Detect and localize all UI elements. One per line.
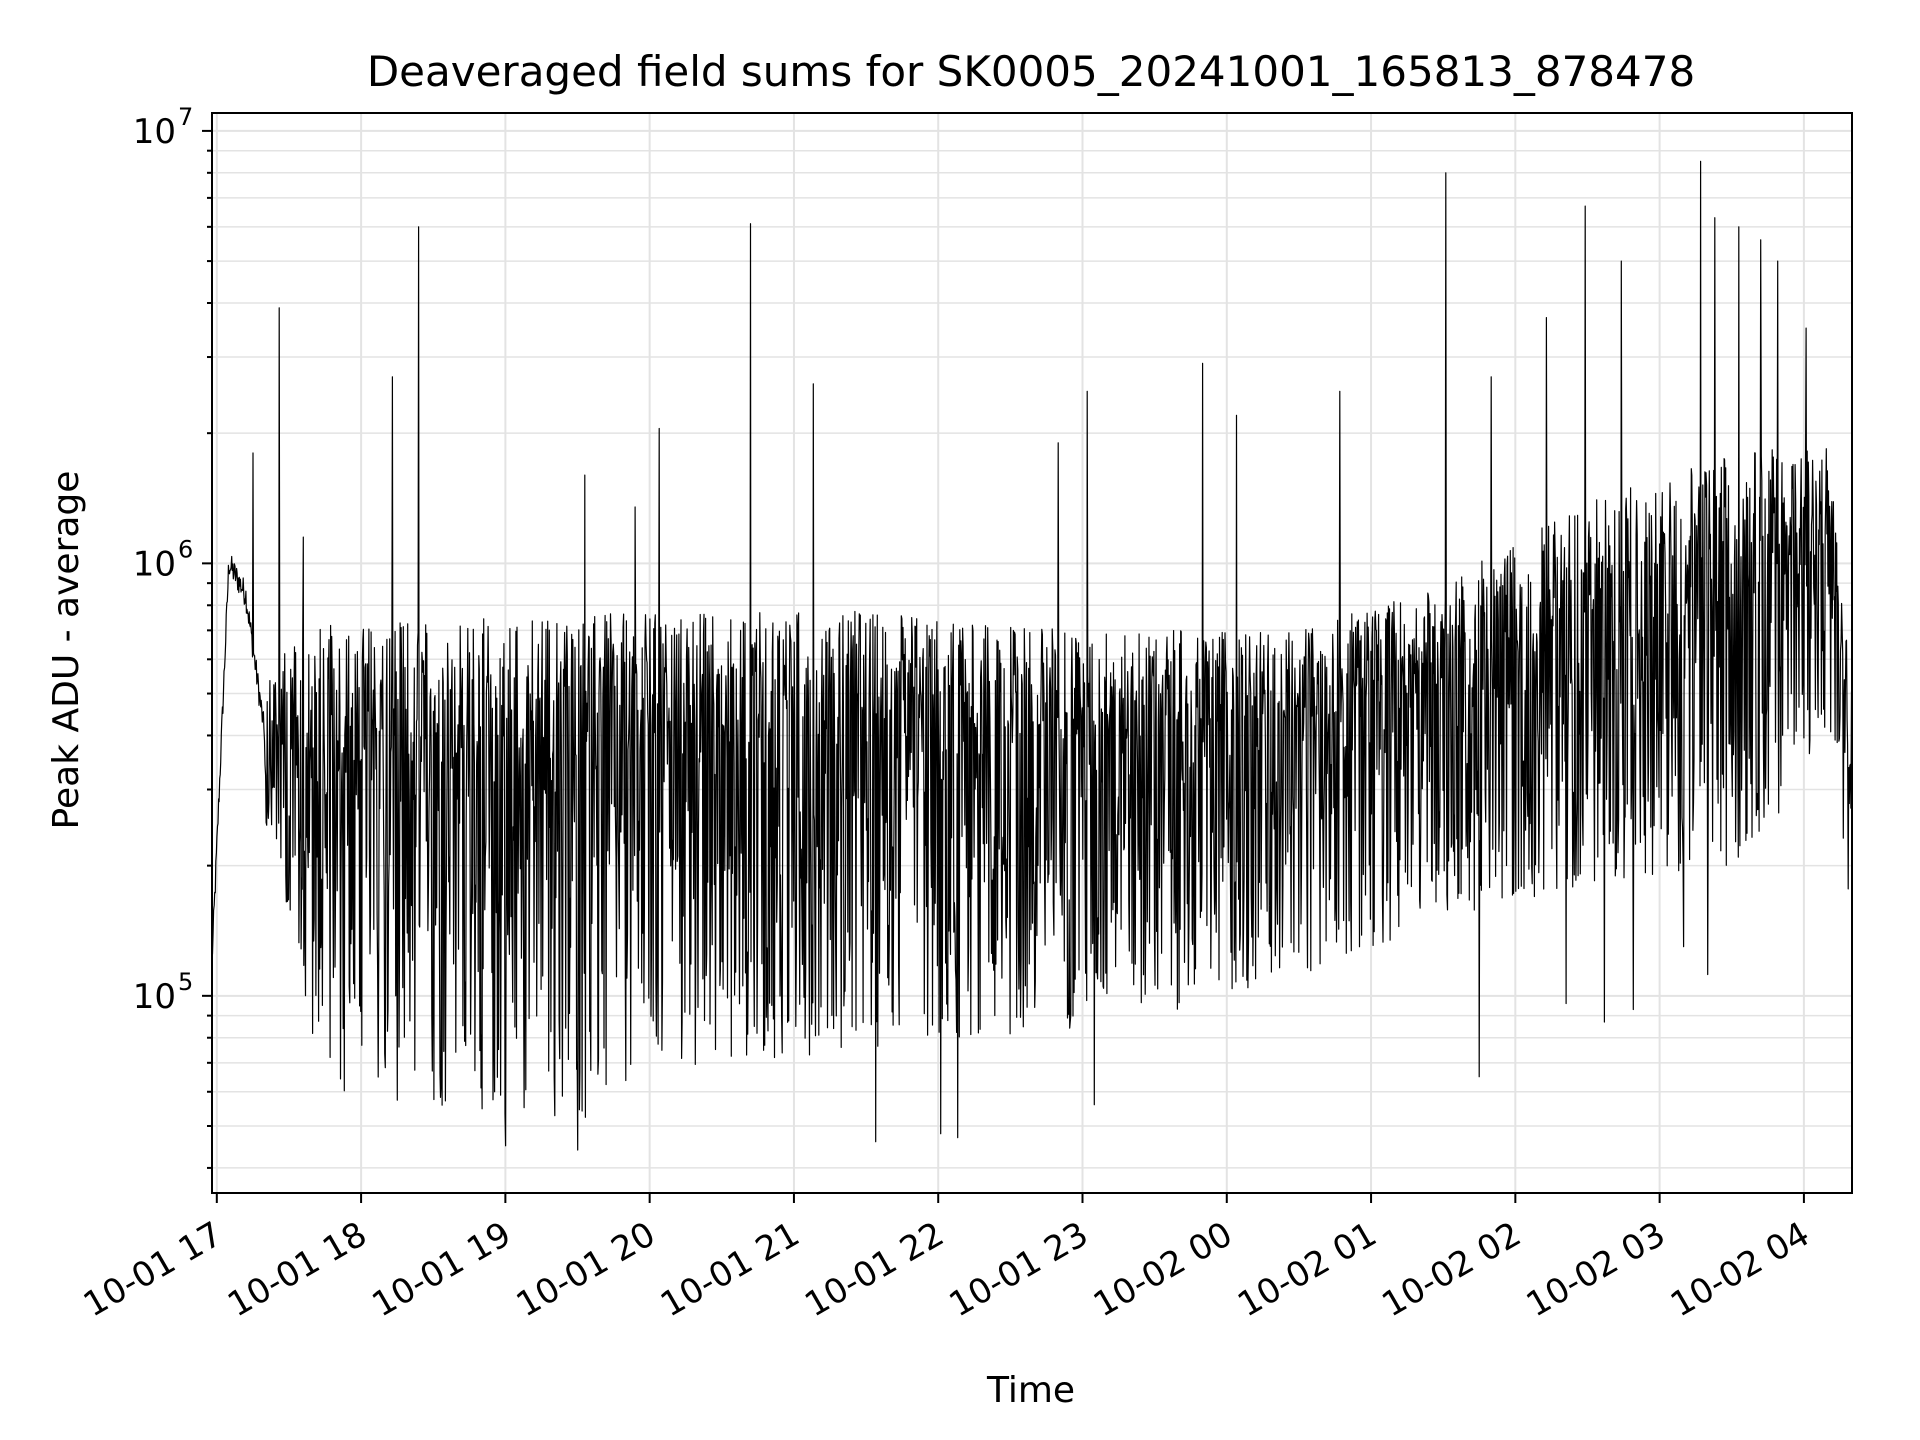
y-tick-label: 10 [133, 977, 176, 1017]
series-line [211, 160, 1853, 1151]
data-series [211, 160, 1853, 1151]
y-tick-label-exponent: 5 [178, 968, 193, 996]
y-tick-label: 10 [133, 112, 176, 152]
y-tick-label-exponent: 6 [178, 535, 193, 563]
chart-title: Deaveraged field sums for SK0005_2024100… [367, 47, 1695, 96]
y-axis-label: Peak ADU - average [46, 471, 87, 830]
y-tick-label-exponent: 7 [178, 103, 193, 131]
y-tick-label: 10 [133, 544, 176, 584]
x-axis-label: Time [986, 1370, 1075, 1411]
plot-frame [211, 112, 1853, 1194]
